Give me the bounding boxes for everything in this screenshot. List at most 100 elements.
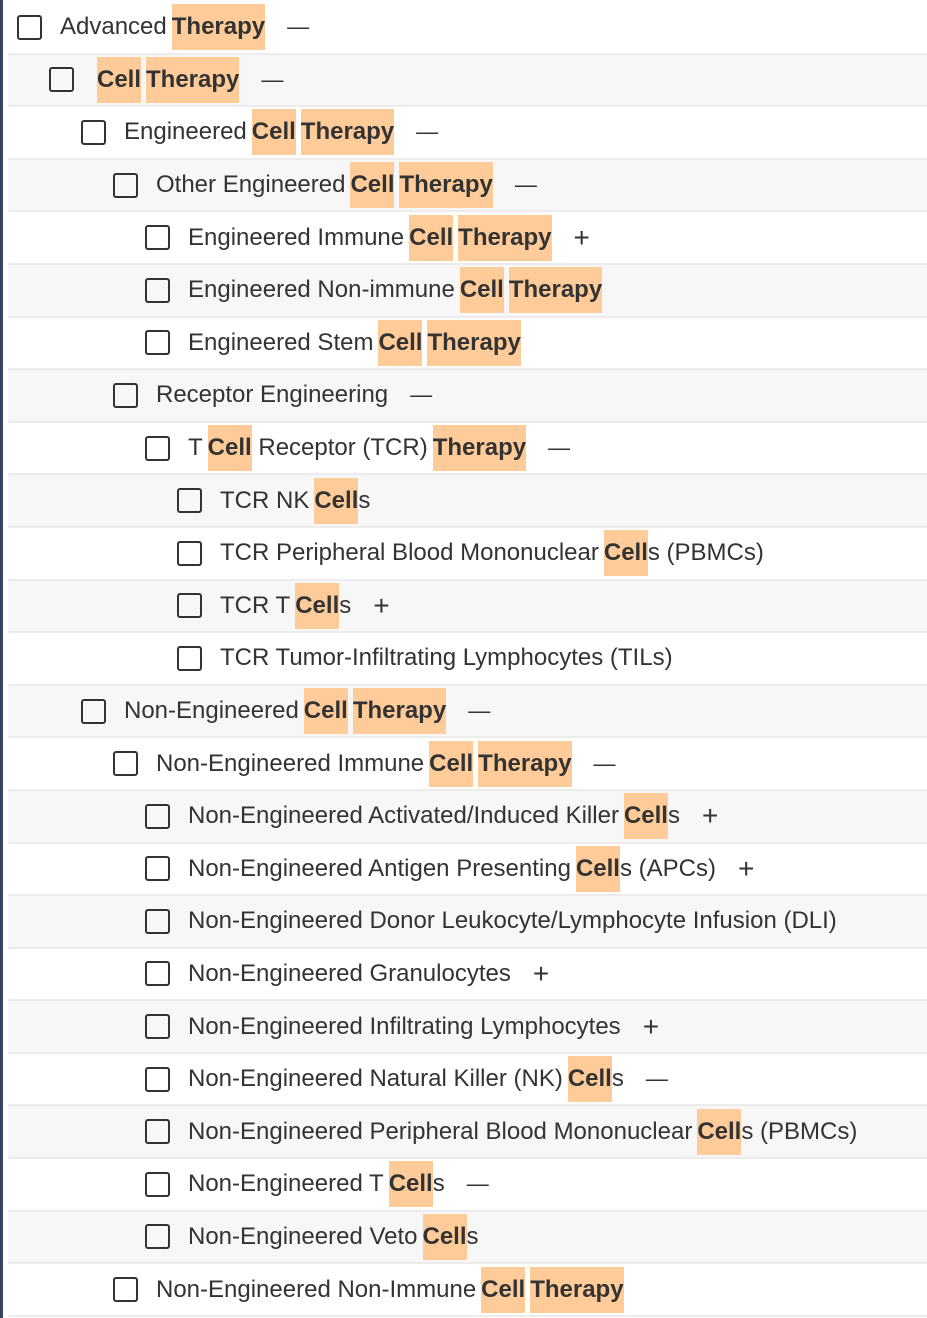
search-highlight: Cell bbox=[567, 1056, 612, 1103]
checkbox[interactable] bbox=[113, 1277, 138, 1303]
checkbox[interactable] bbox=[81, 698, 106, 724]
search-highlight: Cell bbox=[459, 267, 504, 314]
tree-item-label[interactable]: Engineered Cell Therapy bbox=[124, 109, 395, 156]
label-text: Non-Engineered Activated/Induced Killer bbox=[188, 802, 619, 830]
tree-item-label[interactable]: Non-Engineered Veto Cell s bbox=[188, 1213, 479, 1260]
checkbox[interactable] bbox=[113, 172, 138, 198]
collapse-minus-icon[interactable]: — bbox=[548, 435, 571, 461]
label-text: Non-Engineered T bbox=[188, 1170, 384, 1198]
search-highlight: Therapy bbox=[530, 1266, 624, 1313]
tree-row: Non-Engineered Immune Cell Therapy — bbox=[8, 738, 927, 791]
checkbox[interactable] bbox=[113, 751, 138, 777]
checkbox[interactable] bbox=[145, 330, 170, 356]
checkbox[interactable] bbox=[113, 382, 138, 408]
label-text: TCR Peripheral Blood Mononuclear bbox=[220, 539, 599, 567]
search-highlight: Cell bbox=[303, 688, 348, 735]
expand-plus-icon[interactable]: + bbox=[701, 800, 719, 832]
tree-item-label[interactable]: Non-Engineered Cell Therapy bbox=[124, 688, 447, 735]
tree-item-label[interactable]: Receptor Engineering bbox=[156, 381, 388, 409]
collapse-minus-icon[interactable]: — bbox=[261, 66, 284, 92]
tree-item-label[interactable]: Advanced Therapy bbox=[60, 4, 266, 51]
collapse-minus-icon[interactable]: — bbox=[593, 750, 616, 776]
tree-row: Advanced Therapy — bbox=[8, 2, 927, 55]
checkbox[interactable] bbox=[81, 119, 106, 145]
collapse-minus-icon[interactable]: — bbox=[466, 1171, 489, 1197]
checkbox[interactable] bbox=[177, 645, 202, 671]
search-highlight: Therapy bbox=[352, 688, 447, 735]
checkbox[interactable] bbox=[49, 67, 74, 93]
tree-item-label[interactable]: Engineered Immune Cell Therapy bbox=[188, 214, 552, 261]
checkbox[interactable] bbox=[145, 435, 170, 461]
tree-item-label[interactable]: Engineered Non-immune Cell Therapy bbox=[188, 267, 603, 314]
checkbox[interactable] bbox=[177, 540, 202, 566]
collapse-minus-icon[interactable]: — bbox=[645, 1066, 668, 1092]
tree-row: Engineered Cell Therapy — bbox=[8, 107, 927, 160]
tree-item-label[interactable]: Non-Engineered Immune Cell Therapy bbox=[156, 740, 572, 787]
search-highlight: Cell bbox=[388, 1161, 433, 1208]
collapse-minus-icon[interactable]: — bbox=[410, 382, 433, 408]
collapse-minus-icon[interactable]: — bbox=[514, 172, 537, 198]
tree-item-label[interactable]: Non-Engineered Infiltrating Lymphocytes bbox=[188, 1013, 621, 1041]
search-highlight: Therapy bbox=[508, 267, 603, 314]
expand-plus-icon[interactable]: + bbox=[642, 1010, 660, 1042]
checkbox[interactable] bbox=[145, 908, 170, 934]
tree-row: Non-Engineered Non-Immune Cell Therapy bbox=[8, 1264, 927, 1317]
label-text: Engineered bbox=[124, 118, 247, 146]
tree-item-label[interactable]: TCR T Cell s bbox=[220, 582, 351, 629]
tree-row: Engineered Immune Cell Therapy + bbox=[8, 212, 927, 265]
tree-item-label[interactable]: TCR Peripheral Blood Mononuclear Cell s (P… bbox=[220, 530, 764, 577]
label-text: Non-Engineered Antigen Presenting bbox=[188, 854, 571, 882]
expand-plus-icon[interactable]: + bbox=[573, 221, 590, 253]
expand-plus-icon[interactable]: + bbox=[532, 957, 550, 989]
checkbox[interactable] bbox=[145, 1066, 170, 1092]
checkbox[interactable] bbox=[145, 1224, 170, 1250]
tree-item-label[interactable]: Non-Engineered Natural Killer (NK) Cell s bbox=[188, 1056, 624, 1103]
label-text: Non-Engineered Donor Leukocyte/Lymphocyt… bbox=[188, 907, 837, 935]
tree-item-label[interactable]: Non-Engineered T Cell s bbox=[188, 1161, 445, 1208]
tree-item-label[interactable]: Cell Therapy bbox=[92, 56, 240, 103]
label-text: TCR T bbox=[220, 591, 291, 619]
search-highlight: Therapy bbox=[171, 4, 266, 51]
checkbox[interactable] bbox=[145, 1119, 170, 1145]
tree-item-label[interactable]: TCR Tumor-Infiltrating Lymphocytes (TILs… bbox=[220, 644, 673, 672]
collapse-minus-icon[interactable]: — bbox=[468, 698, 491, 724]
collapse-minus-icon[interactable]: — bbox=[416, 119, 439, 145]
label-text: TCR NK bbox=[220, 486, 310, 514]
tree-item-label[interactable]: Non-Engineered Non-Immune Cell Therapy bbox=[156, 1266, 624, 1313]
tree-item-label[interactable]: Non-Engineered Antigen Presenting Cell s (… bbox=[188, 845, 716, 892]
expand-plus-icon[interactable]: + bbox=[373, 589, 390, 621]
tree-item-label[interactable]: Other Engineered Cell Therapy bbox=[156, 162, 493, 209]
checkbox[interactable] bbox=[145, 277, 170, 303]
checkbox[interactable] bbox=[145, 225, 170, 251]
left-border bbox=[0, 0, 3, 1318]
label-text: s (PBMCs) bbox=[741, 1117, 858, 1145]
label-text: Non-Engineered bbox=[124, 697, 299, 725]
tree-item-label[interactable]: TCR NK Cell s bbox=[220, 477, 371, 524]
search-highlight: Cell bbox=[378, 319, 423, 366]
checkbox[interactable] bbox=[145, 961, 170, 987]
checkbox[interactable] bbox=[145, 856, 170, 882]
checkbox[interactable] bbox=[145, 1171, 170, 1197]
tree-row: Non-Engineered Peripheral Blood Mononucl… bbox=[8, 1106, 927, 1160]
collapse-minus-icon[interactable]: — bbox=[287, 14, 310, 40]
tree-item-label[interactable]: Non-Engineered Activated/Induced Killer C… bbox=[188, 793, 680, 840]
tree-item-label[interactable]: Non-Engineered Peripheral Blood Mononucl… bbox=[188, 1108, 858, 1155]
tree-item-label[interactable]: Non-Engineered Donor Leukocyte/Lymphocyt… bbox=[188, 907, 837, 935]
label-text: Receptor Engineering bbox=[156, 381, 389, 409]
label-text: Engineered Stem bbox=[188, 328, 374, 356]
search-highlight: Cell bbox=[314, 477, 359, 524]
checkbox[interactable] bbox=[145, 1014, 170, 1040]
checkbox[interactable] bbox=[177, 488, 202, 514]
label-text: s bbox=[358, 486, 371, 514]
tree-item-label[interactable]: Non-Engineered Granulocytes bbox=[188, 960, 511, 988]
tree-item-label[interactable]: Engineered Stem Cell Therapy bbox=[188, 319, 521, 366]
checkbox[interactable] bbox=[145, 803, 170, 829]
expand-plus-icon[interactable]: + bbox=[737, 852, 755, 884]
label-text: Engineered Immune bbox=[188, 223, 405, 251]
label-text: s bbox=[466, 1222, 479, 1250]
checkbox[interactable] bbox=[17, 14, 42, 40]
search-highlight: Cell bbox=[207, 425, 252, 472]
tree-item-label[interactable]: T Cell Receptor (TCR) Therapy bbox=[188, 425, 527, 472]
tree-row: Non-Engineered T Cell s — bbox=[8, 1159, 927, 1212]
checkbox[interactable] bbox=[177, 593, 202, 619]
